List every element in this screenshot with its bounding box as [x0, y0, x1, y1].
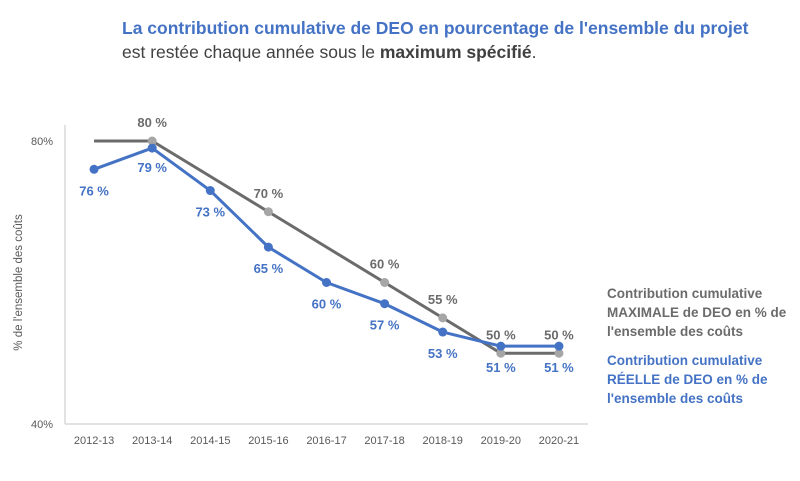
- real-point: [438, 327, 448, 337]
- y-tick-label: 40%: [31, 419, 53, 431]
- real-point: [89, 164, 99, 174]
- legend-entry-real: Contribution cumulative RÉELLE de DEO en…: [607, 353, 768, 406]
- max-data-label: 80 %: [137, 115, 167, 130]
- real-data-label: 51 %: [544, 360, 574, 375]
- real-point: [554, 341, 564, 351]
- real-data-label: 51 %: [486, 360, 516, 375]
- real-data-label: 73 %: [195, 205, 225, 220]
- title-text: est restée chaque année sous le: [122, 42, 380, 62]
- max-point: [554, 348, 564, 358]
- x-tick-label: 2020-21: [539, 435, 579, 447]
- y-tick-label: 80%: [31, 136, 53, 148]
- x-tick-label: 2019-20: [481, 435, 521, 447]
- real-point: [496, 341, 506, 351]
- real-data-label: 53 %: [428, 346, 458, 361]
- max-point: [438, 313, 448, 323]
- real-point: [147, 143, 157, 153]
- max-point: [263, 207, 273, 217]
- title-bold: maximum spécifié: [379, 42, 532, 62]
- real-point: [205, 186, 215, 196]
- real-data-label: 79 %: [137, 160, 167, 175]
- max-data-label: 60 %: [370, 257, 400, 272]
- series-real: [89, 143, 564, 351]
- max-point: [496, 348, 506, 358]
- title-highlight: La contribution cumulative de DEO en pou…: [122, 18, 749, 38]
- real-point: [380, 299, 390, 309]
- axes: 80% 40% 2012-13 2013-14 2014-15 2015-16 2016-1…: [13, 125, 588, 447]
- x-tick-label: 2015-16: [248, 435, 288, 447]
- data-labels: 80 % 70 % 60 % 55 % 50 % 50 % 76 % 79 % 73 % 65 %…: [79, 115, 574, 375]
- real-data-label: 60 %: [312, 297, 342, 312]
- x-tick-label: 2018-19: [423, 435, 463, 447]
- real-point: [322, 278, 331, 287]
- legend-entry-max: Contribution cumulative MAXIMALE de DEO …: [607, 286, 787, 339]
- max-data-label: 55 %: [428, 292, 458, 307]
- real-data-label: 65 %: [254, 261, 284, 276]
- max-data-label: 50 %: [486, 327, 516, 342]
- x-tick-label: 2014-15: [190, 435, 230, 447]
- y-axis-title: % de l'ensemble des coûts: [13, 214, 25, 351]
- max-point: [380, 278, 390, 287]
- title-end: .: [531, 42, 537, 62]
- x-tick-label: 2012-13: [74, 435, 114, 447]
- real-data-label: 76 %: [79, 183, 109, 198]
- real-point: [263, 242, 273, 252]
- max-point: [147, 136, 157, 146]
- x-tick-label: 2013-14: [132, 435, 172, 447]
- chart-title: La contribution cumulative de DEO en pou…: [122, 16, 762, 64]
- x-tick-label: 2017-18: [364, 435, 404, 447]
- real-data-label: 57 %: [370, 318, 400, 333]
- max-data-label: 70 %: [254, 186, 284, 201]
- max-data-label: 50 %: [544, 327, 574, 342]
- x-tick-label: 2016-17: [306, 435, 346, 447]
